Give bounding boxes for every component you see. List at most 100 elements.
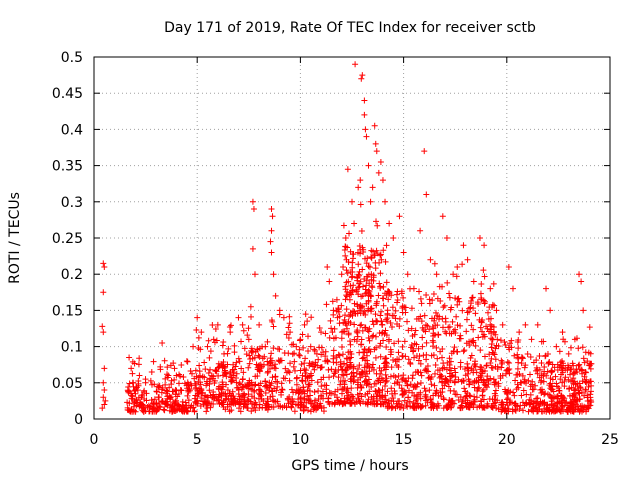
data-point — [268, 350, 275, 357]
data-point — [541, 363, 548, 370]
data-point — [360, 354, 367, 361]
data-point — [461, 347, 468, 354]
data-point — [372, 380, 379, 387]
data-point — [331, 325, 338, 332]
y-tick-label: 0.35 — [52, 159, 83, 175]
data-point — [126, 354, 133, 361]
data-point — [440, 405, 447, 412]
data-point — [174, 393, 181, 400]
data-point — [355, 291, 362, 298]
data-point — [204, 343, 211, 350]
data-point — [426, 296, 433, 303]
data-point — [397, 404, 404, 411]
data-point — [567, 371, 574, 378]
data-point — [219, 362, 226, 369]
data-point — [322, 348, 329, 355]
data-point — [363, 300, 370, 307]
data-point — [322, 353, 329, 360]
data-point — [351, 300, 358, 307]
data-point — [100, 289, 107, 296]
data-point — [471, 362, 478, 369]
data-point — [254, 373, 261, 380]
data-point — [391, 388, 398, 395]
data-point — [297, 387, 304, 394]
data-point — [421, 148, 428, 155]
data-point — [447, 358, 454, 365]
data-point — [487, 285, 494, 292]
data-point — [417, 227, 424, 234]
axis-ticks — [93, 56, 611, 420]
data-point — [182, 399, 189, 406]
data-point — [488, 403, 495, 410]
data-point — [529, 386, 536, 393]
data-point — [528, 336, 535, 343]
data-point — [245, 336, 252, 343]
data-point — [480, 267, 487, 274]
data-point — [313, 406, 320, 413]
data-point — [222, 406, 229, 413]
data-point — [365, 162, 372, 169]
data-point — [474, 299, 481, 306]
data-point — [343, 292, 350, 299]
data-point — [356, 390, 363, 397]
data-point — [481, 353, 488, 360]
data-point — [448, 304, 455, 311]
data-point — [173, 407, 180, 414]
data-point — [285, 350, 292, 357]
data-point — [340, 372, 347, 379]
data-point — [177, 387, 184, 394]
data-point — [162, 375, 169, 382]
data-point — [318, 329, 325, 336]
data-point — [394, 398, 401, 405]
data-point — [562, 374, 569, 381]
data-point — [403, 378, 410, 385]
data-point — [495, 406, 502, 413]
data-point — [548, 368, 555, 375]
data-point — [199, 373, 206, 380]
data-point — [388, 385, 395, 392]
data-point — [343, 267, 350, 274]
data-point — [498, 401, 505, 408]
data-point — [326, 334, 333, 341]
data-point — [424, 399, 431, 406]
data-point — [212, 325, 219, 332]
data-point — [274, 378, 281, 385]
data-point — [432, 362, 439, 369]
data-point — [323, 382, 330, 389]
data-point — [443, 378, 450, 385]
data-point — [355, 271, 362, 278]
data-point — [289, 351, 296, 358]
data-point — [316, 402, 323, 409]
data-point — [300, 406, 307, 413]
data-point — [448, 373, 455, 380]
data-point — [184, 358, 191, 365]
data-point — [580, 355, 587, 362]
data-point — [324, 263, 331, 270]
x-tick-label: 15 — [395, 432, 413, 448]
data-point — [352, 310, 359, 317]
data-point — [313, 350, 320, 357]
data-point — [394, 356, 401, 363]
data-point — [361, 346, 368, 353]
data-point — [166, 384, 173, 391]
data-point — [296, 352, 303, 359]
data-point — [319, 388, 326, 395]
data-point — [173, 387, 180, 394]
data-point — [377, 283, 384, 290]
data-point — [342, 243, 349, 250]
data-point — [389, 395, 396, 402]
data-point — [439, 324, 446, 331]
data-point — [384, 404, 391, 411]
data-point — [154, 404, 161, 411]
data-point — [401, 304, 408, 311]
data-point — [347, 398, 354, 405]
data-point — [224, 387, 231, 394]
data-point — [376, 280, 383, 287]
data-point — [206, 378, 213, 385]
data-point — [434, 322, 441, 329]
data-point — [547, 307, 554, 314]
data-point — [233, 370, 240, 377]
data-point — [437, 348, 444, 355]
data-point — [159, 398, 166, 405]
data-point — [483, 362, 490, 369]
